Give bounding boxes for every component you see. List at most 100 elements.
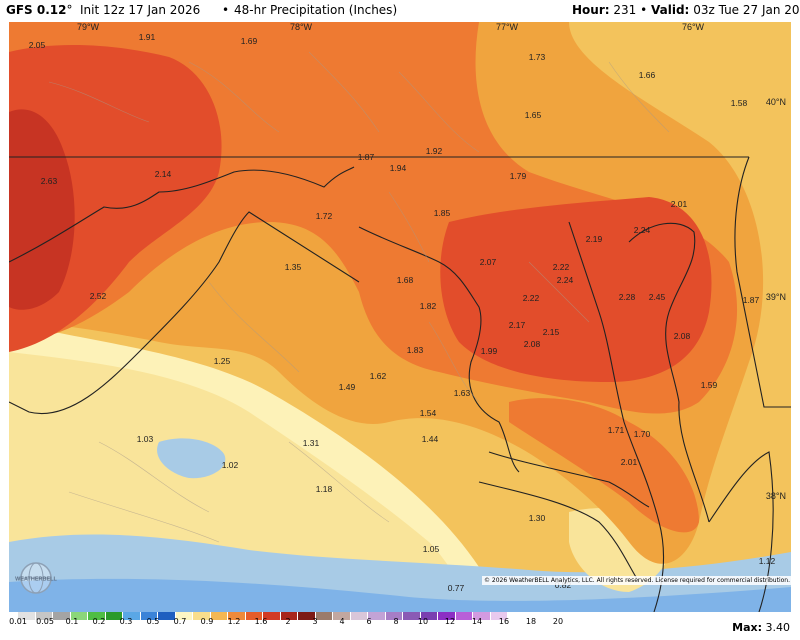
color-scale-swatch (70, 612, 88, 620)
point-value: 1.49 (339, 382, 356, 392)
point-value: 1.54 (420, 408, 437, 418)
longitude-label: 76°W (682, 22, 705, 32)
point-value: 1.44 (422, 434, 439, 444)
color-scale-tick: 3 (312, 617, 318, 626)
point-value: 1.02 (222, 460, 239, 470)
color-scale-swatch (490, 612, 508, 620)
point-value: 1.18 (316, 484, 333, 494)
point-value: 1.94 (390, 163, 407, 173)
county-line (608, 61, 670, 133)
lat-lon-labels: 79°W 78°W 77°W 76°W 40°N 39°N 38°N (77, 22, 786, 501)
color-scale-tick: 0.7 (173, 617, 187, 626)
hour-readout: Hour: 231 • Valid: 03z Tue 27 Jan 2026 (572, 3, 800, 17)
point-value: 1.70 (634, 429, 651, 439)
county-line (288, 441, 390, 523)
point-value: 1.73 (529, 52, 546, 62)
point-value: 2.01 (671, 199, 688, 209)
point-value: 2.28 (619, 292, 636, 302)
county-line (208, 281, 300, 373)
precip-contours (9, 22, 791, 612)
model-title: GFS 0.12° (6, 3, 73, 17)
color-scale-tick: 16 (498, 617, 510, 626)
color-scale-swatch (420, 612, 438, 620)
color-scale-tick: 0.05 (36, 617, 54, 626)
point-value: 2.63 (41, 176, 58, 186)
legend-bar: 0.01 0.05 0.1 0.2 0.3 0.5 0.7 0.9 1.2 1.6 2 3 4 6 8 10 1… (0, 612, 800, 640)
color-scale-swatch (438, 612, 456, 620)
color-scale-tick: 6 (366, 617, 372, 626)
state-line-wv-md (9, 166, 355, 263)
color-scale-tick: 0.1 (65, 617, 79, 626)
point-value: 1.99 (481, 346, 498, 356)
color-scale-tick: 20 (552, 617, 564, 626)
point-value: 2.52 (90, 291, 107, 301)
point-value: 1.12 (759, 556, 776, 566)
point-value: 1.87 (358, 152, 375, 162)
point-value: 1.69 (241, 36, 258, 46)
copyright-notice: © 2026 WeatherBELL Analytics, LLC. All r… (482, 576, 792, 585)
title-separator: • (222, 3, 230, 17)
color-scale-swatch (175, 612, 193, 620)
point-value: 1.63 (454, 388, 471, 398)
color-scale-swatch (245, 612, 263, 620)
precipitation-map: 79°W 78°W 77°W 76°W 40°N 39°N 38°N 2.05 1.91 1.6… (9, 22, 791, 612)
county-line (48, 81, 150, 123)
color-scale-tick: 1.6 (254, 617, 268, 626)
state-line-potomac (358, 226, 520, 473)
color-scale-tick: 0.01 (9, 617, 27, 626)
color-scale-swatch (263, 612, 281, 620)
contour-2-5-east (440, 197, 712, 382)
point-value: 1.62 (370, 371, 387, 381)
color-scale-swatch (280, 612, 298, 620)
contour-3-0 (9, 109, 75, 310)
point-value: 1.03 (137, 434, 154, 444)
boundaries (9, 51, 791, 612)
point-value: 1.25 (214, 356, 231, 366)
color-scale-swatch (210, 612, 228, 620)
point-value: 1.68 (397, 275, 414, 285)
color-scale-swatch (298, 612, 316, 620)
point-value: 2.08 (674, 331, 691, 341)
color-scale-tick: 0.3 (119, 617, 133, 626)
point-value: 1.05 (423, 544, 440, 554)
county-line (188, 61, 280, 133)
point-value: 2.22 (523, 293, 540, 303)
state-line-wv-va (9, 211, 360, 415)
init-time: Init 12z 17 Jan 2026 (80, 3, 201, 17)
color-scale-swatch (158, 612, 176, 620)
point-value: 1.91 (139, 32, 156, 42)
point-value: 1.83 (407, 345, 424, 355)
county-line (528, 261, 590, 323)
longitude-label: 78°W (290, 22, 313, 32)
rappahannock (488, 451, 650, 508)
point-value: 2.07 (480, 257, 497, 267)
map-canvas: 79°W 78°W 77°W 76°W 40°N 39°N 38°N 2.05 1.91 1.6… (9, 22, 791, 612)
color-scale-tick: 1.2 (227, 617, 241, 626)
point-value: 0.77 (448, 583, 465, 593)
chesapeake-east (628, 222, 710, 523)
color-scale-swatch (403, 612, 421, 620)
point-value: 1.31 (303, 438, 320, 448)
point-value: 2.15 (543, 327, 560, 337)
county-line (98, 441, 210, 513)
map-header: GFS 0.12° Init 12z 17 Jan 2026 • 48-hr P… (0, 0, 800, 22)
point-value: 2.17 (509, 320, 526, 330)
point-value: 1.85 (434, 208, 451, 218)
point-value: 1.66 (639, 70, 656, 80)
max-readout: Max: 3.40 (732, 621, 790, 634)
chesapeake-west (568, 221, 665, 612)
latitude-label: 39°N (766, 292, 786, 302)
color-scale-tick: 0.9 (200, 617, 214, 626)
point-value: 1.65 (525, 110, 542, 120)
point-value: 2.45 (649, 292, 666, 302)
color-scale-swatch (385, 612, 403, 620)
color-scale-swatch (228, 612, 246, 620)
color-scale-swatch (53, 612, 71, 620)
product-title: 48-hr Precipitation (Inches) (234, 3, 398, 17)
point-value: 2.24 (634, 225, 651, 235)
latitude-label: 38°N (766, 491, 786, 501)
color-scale (18, 612, 508, 620)
point-value: 1.87 (743, 295, 760, 305)
color-scale-swatch (140, 612, 158, 620)
color-scale-swatch (123, 612, 141, 620)
